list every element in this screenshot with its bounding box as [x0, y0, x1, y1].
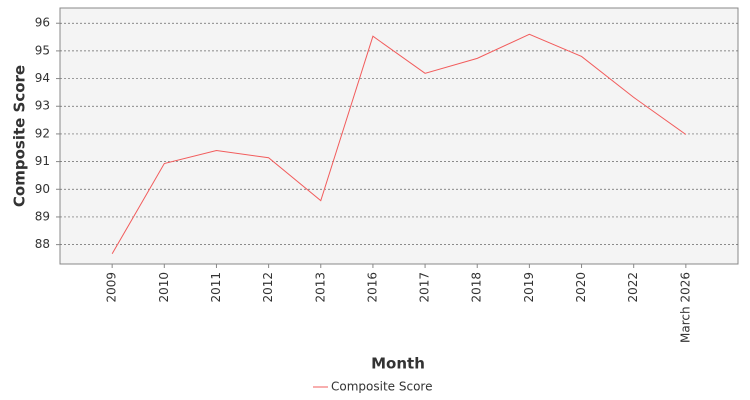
x-tick-label: 2010 [157, 272, 171, 303]
y-tick-label: 96 [35, 16, 50, 30]
x-tick-label: 2013 [313, 272, 327, 303]
y-tick-label: 90 [35, 182, 50, 196]
y-tick-label: 88 [35, 237, 50, 251]
x-tick-label: 2016 [365, 272, 379, 303]
y-tick-label: 89 [35, 209, 50, 223]
y-tick-label: 92 [35, 126, 50, 140]
y-tick-label: 91 [35, 154, 50, 168]
x-tick-label: 2022 [626, 272, 640, 303]
plot-area [59, 7, 739, 265]
x-tick-label: 2017 [418, 272, 432, 303]
y-tick-label: 95 [35, 43, 50, 57]
x-tick-label: 2019 [522, 272, 536, 303]
x-tick-label: 2009 [105, 272, 119, 303]
x-tick-label: 2018 [470, 272, 484, 303]
x-tick-label: 2011 [209, 272, 223, 303]
legend-label: Composite Score [331, 380, 432, 394]
x-tick-label: 2020 [574, 272, 588, 303]
line-series [111, 33, 687, 255]
x-axis-title: Month [371, 355, 425, 373]
x-tick-label: March 2026 [678, 272, 692, 343]
y-axis-title: Composite Score [11, 65, 29, 207]
y-tick-label: 94 [35, 71, 50, 85]
y-tick-label: 93 [35, 99, 50, 113]
x-tick-label: 2012 [261, 272, 275, 303]
